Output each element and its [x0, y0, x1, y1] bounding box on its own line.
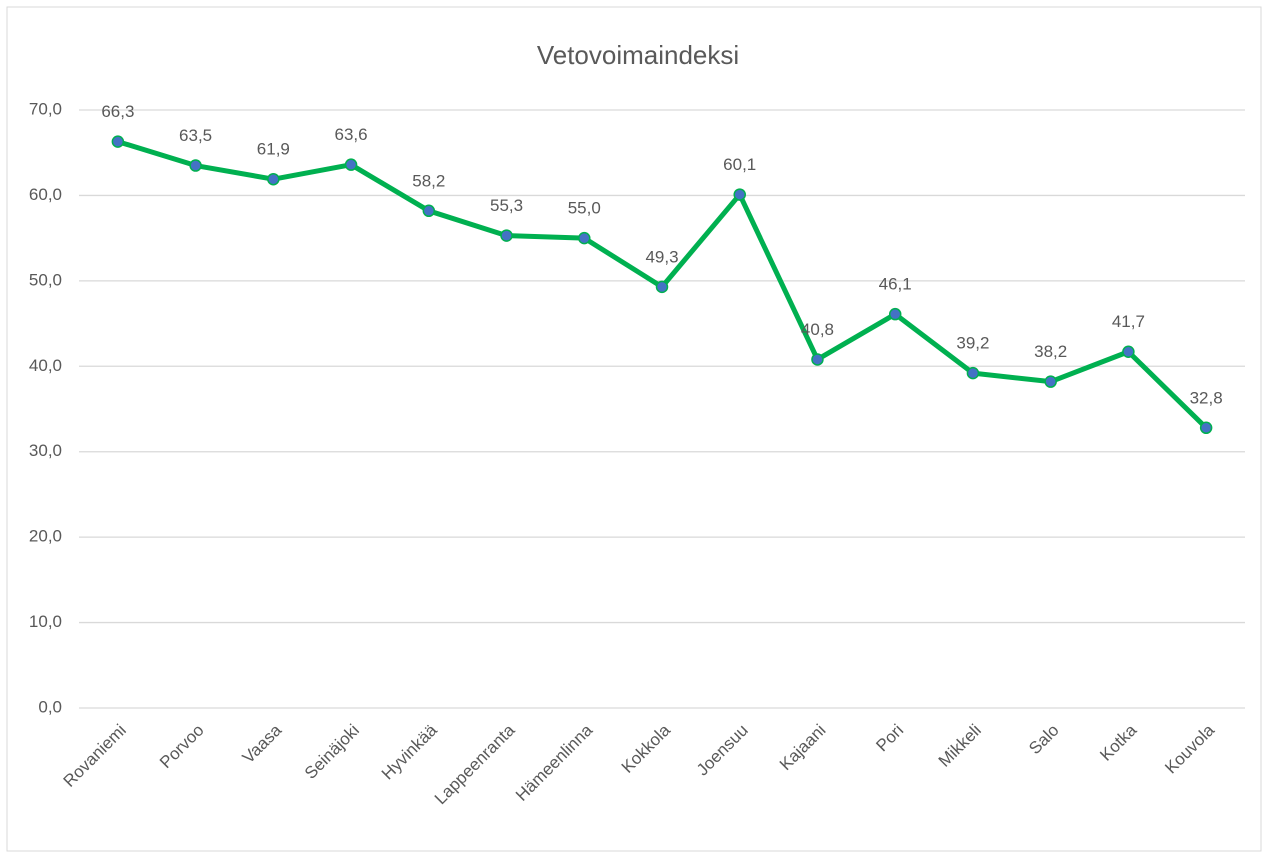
data-label: 41,7: [1112, 312, 1145, 331]
data-label: 32,8: [1190, 388, 1223, 407]
y-tick-label: 10,0: [29, 612, 62, 631]
y-tick-label: 70,0: [29, 99, 62, 118]
data-point: [267, 172, 280, 186]
chart-frame: [6, 6, 1262, 852]
data-point: [1044, 375, 1057, 388]
data-point: [111, 135, 125, 148]
y-tick-label: 50,0: [29, 270, 62, 289]
data-label: 66,3: [101, 102, 134, 121]
data-point: [811, 353, 824, 366]
data-point: [733, 188, 746, 201]
data-label: 63,6: [335, 125, 368, 144]
data-point: [344, 158, 358, 171]
data-label: 40,8: [801, 320, 834, 339]
data-label: 61,9: [257, 140, 290, 159]
data-point: [966, 366, 980, 380]
y-tick-label: 30,0: [29, 441, 62, 460]
data-label: 60,1: [723, 155, 756, 174]
data-point: [888, 307, 902, 321]
data-point: [500, 229, 513, 242]
data-point: [1122, 345, 1135, 359]
y-tick-label: 60,0: [29, 185, 62, 204]
data-label: 46,1: [879, 275, 912, 294]
y-tick-label: 40,0: [29, 356, 62, 375]
data-label: 39,2: [956, 334, 989, 353]
data-point: [422, 204, 436, 218]
data-label: 55,0: [568, 199, 601, 218]
chart-title: Vetovoimaindeksi: [537, 40, 739, 70]
data-point: [189, 159, 202, 172]
y-tick-label: 0,0: [38, 697, 62, 716]
data-label: 49,3: [645, 247, 678, 266]
data-label: 38,2: [1034, 342, 1067, 361]
data-label: 63,5: [179, 126, 212, 145]
data-label: 58,2: [412, 171, 445, 190]
data-point: [578, 231, 591, 245]
data-point: [655, 280, 669, 294]
y-tick-label: 20,0: [29, 527, 62, 546]
data-point: [1199, 421, 1213, 435]
data-label: 55,3: [490, 196, 523, 215]
